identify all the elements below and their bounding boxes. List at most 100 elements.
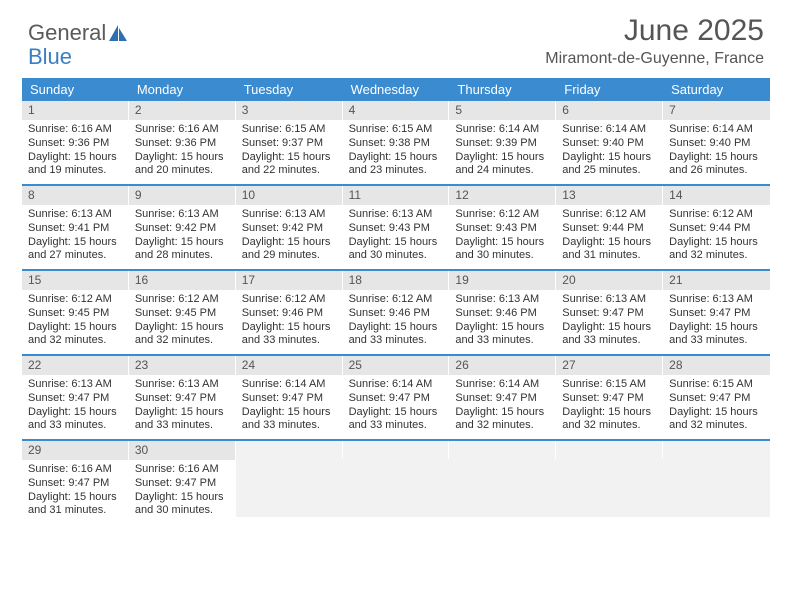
date-number: 24 (236, 356, 343, 375)
daylight-text2: and 32 minutes. (135, 334, 230, 348)
day-cell: 14Sunrise: 6:12 AMSunset: 9:44 PMDayligh… (663, 186, 770, 269)
daylight-text: Daylight: 15 hours (135, 236, 230, 250)
sunrise-text: Sunrise: 6:16 AM (28, 123, 123, 137)
daylight-text: Daylight: 15 hours (28, 151, 123, 165)
day-header: Wednesday (343, 78, 450, 101)
daylight-text: Daylight: 15 hours (562, 151, 657, 165)
title-block: June 2025 Miramont-de-Guyenne, France (545, 14, 764, 68)
header: General June 2025 Miramont-de-Guyenne, F… (0, 0, 792, 72)
daylight-text: Daylight: 15 hours (242, 406, 337, 420)
day-body (663, 459, 770, 517)
daylight-text: Daylight: 15 hours (135, 321, 230, 335)
daylight-text: Daylight: 15 hours (669, 236, 764, 250)
day-cell: 5Sunrise: 6:14 AMSunset: 9:39 PMDaylight… (449, 101, 556, 184)
daylight-text: Daylight: 15 hours (669, 321, 764, 335)
date-number: 13 (556, 186, 663, 205)
sunrise-text: Sunrise: 6:12 AM (349, 293, 444, 307)
daylight-text: Daylight: 15 hours (28, 491, 123, 505)
sunset-text: Sunset: 9:47 PM (455, 392, 550, 406)
daylight-text2: and 33 minutes. (135, 419, 230, 433)
sunset-text: Sunset: 9:41 PM (28, 222, 123, 236)
daylight-text2: and 30 minutes. (455, 249, 550, 263)
day-body: Sunrise: 6:12 AMSunset: 9:46 PMDaylight:… (343, 290, 450, 354)
date-number (449, 441, 556, 459)
day-header: Thursday (449, 78, 556, 101)
day-cell: 8Sunrise: 6:13 AMSunset: 9:41 PMDaylight… (22, 186, 129, 269)
date-number: 2 (129, 101, 236, 120)
date-number: 18 (343, 271, 450, 290)
day-cell: 1Sunrise: 6:16 AMSunset: 9:36 PMDaylight… (22, 101, 129, 184)
daylight-text: Daylight: 15 hours (28, 321, 123, 335)
sunrise-text: Sunrise: 6:13 AM (562, 293, 657, 307)
sunset-text: Sunset: 9:38 PM (349, 137, 444, 151)
daylight-text: Daylight: 15 hours (455, 321, 550, 335)
sunrise-text: Sunrise: 6:13 AM (28, 208, 123, 222)
date-number (236, 441, 343, 459)
date-number: 5 (449, 101, 556, 120)
day-cell: 28Sunrise: 6:15 AMSunset: 9:47 PMDayligh… (663, 356, 770, 439)
daylight-text: Daylight: 15 hours (242, 321, 337, 335)
sunset-text: Sunset: 9:43 PM (455, 222, 550, 236)
date-number: 7 (663, 101, 770, 120)
date-number: 11 (343, 186, 450, 205)
day-body: Sunrise: 6:16 AMSunset: 9:47 PMDaylight:… (22, 460, 129, 524)
sunset-text: Sunset: 9:40 PM (669, 137, 764, 151)
sunset-text: Sunset: 9:46 PM (349, 307, 444, 321)
daylight-text: Daylight: 15 hours (135, 491, 230, 505)
sunset-text: Sunset: 9:42 PM (135, 222, 230, 236)
daylight-text: Daylight: 15 hours (28, 406, 123, 420)
day-cell: 19Sunrise: 6:13 AMSunset: 9:46 PMDayligh… (449, 271, 556, 354)
date-number: 1 (22, 101, 129, 120)
sunrise-text: Sunrise: 6:13 AM (455, 293, 550, 307)
day-body: Sunrise: 6:14 AMSunset: 9:40 PMDaylight:… (556, 120, 663, 184)
sunset-text: Sunset: 9:45 PM (28, 307, 123, 321)
day-header: Monday (129, 78, 236, 101)
week-row: 22Sunrise: 6:13 AMSunset: 9:47 PMDayligh… (22, 356, 770, 441)
daylight-text2: and 25 minutes. (562, 164, 657, 178)
brand-part2: Blue (28, 44, 72, 70)
daylight-text2: and 33 minutes. (349, 419, 444, 433)
day-body: Sunrise: 6:13 AMSunset: 9:46 PMDaylight:… (449, 290, 556, 354)
date-number: 9 (129, 186, 236, 205)
daylight-text: Daylight: 15 hours (349, 151, 444, 165)
sunrise-text: Sunrise: 6:15 AM (242, 123, 337, 137)
date-number: 16 (129, 271, 236, 290)
sunrise-text: Sunrise: 6:16 AM (28, 463, 123, 477)
daylight-text2: and 27 minutes. (28, 249, 123, 263)
daylight-text2: and 33 minutes. (242, 334, 337, 348)
daylight-text2: and 19 minutes. (28, 164, 123, 178)
date-number (663, 441, 770, 459)
empty-cell (236, 441, 343, 524)
day-body: Sunrise: 6:16 AMSunset: 9:47 PMDaylight:… (129, 460, 236, 524)
empty-cell (343, 441, 450, 524)
sunset-text: Sunset: 9:40 PM (562, 137, 657, 151)
day-body: Sunrise: 6:16 AMSunset: 9:36 PMDaylight:… (22, 120, 129, 184)
date-number: 27 (556, 356, 663, 375)
day-cell: 29Sunrise: 6:16 AMSunset: 9:47 PMDayligh… (22, 441, 129, 524)
empty-cell (556, 441, 663, 524)
daylight-text2: and 22 minutes. (242, 164, 337, 178)
date-number: 21 (663, 271, 770, 290)
sunrise-text: Sunrise: 6:13 AM (242, 208, 337, 222)
sunset-text: Sunset: 9:47 PM (562, 392, 657, 406)
date-number: 19 (449, 271, 556, 290)
sunrise-text: Sunrise: 6:14 AM (669, 123, 764, 137)
week-row: 15Sunrise: 6:12 AMSunset: 9:45 PMDayligh… (22, 271, 770, 356)
day-body: Sunrise: 6:12 AMSunset: 9:43 PMDaylight:… (449, 205, 556, 269)
day-cell: 12Sunrise: 6:12 AMSunset: 9:43 PMDayligh… (449, 186, 556, 269)
sunset-text: Sunset: 9:37 PM (242, 137, 337, 151)
date-number: 26 (449, 356, 556, 375)
day-body: Sunrise: 6:12 AMSunset: 9:46 PMDaylight:… (236, 290, 343, 354)
calendar: Sunday Monday Tuesday Wednesday Thursday… (0, 72, 792, 524)
daylight-text2: and 29 minutes. (242, 249, 337, 263)
daylight-text: Daylight: 15 hours (349, 406, 444, 420)
daylight-text: Daylight: 15 hours (349, 321, 444, 335)
daylight-text: Daylight: 15 hours (562, 406, 657, 420)
day-body: Sunrise: 6:14 AMSunset: 9:39 PMDaylight:… (449, 120, 556, 184)
empty-cell (663, 441, 770, 524)
date-number (556, 441, 663, 459)
sunrise-text: Sunrise: 6:12 AM (669, 208, 764, 222)
sunset-text: Sunset: 9:47 PM (349, 392, 444, 406)
location-label: Miramont-de-Guyenne, France (545, 50, 764, 68)
daylight-text2: and 31 minutes. (28, 504, 123, 518)
